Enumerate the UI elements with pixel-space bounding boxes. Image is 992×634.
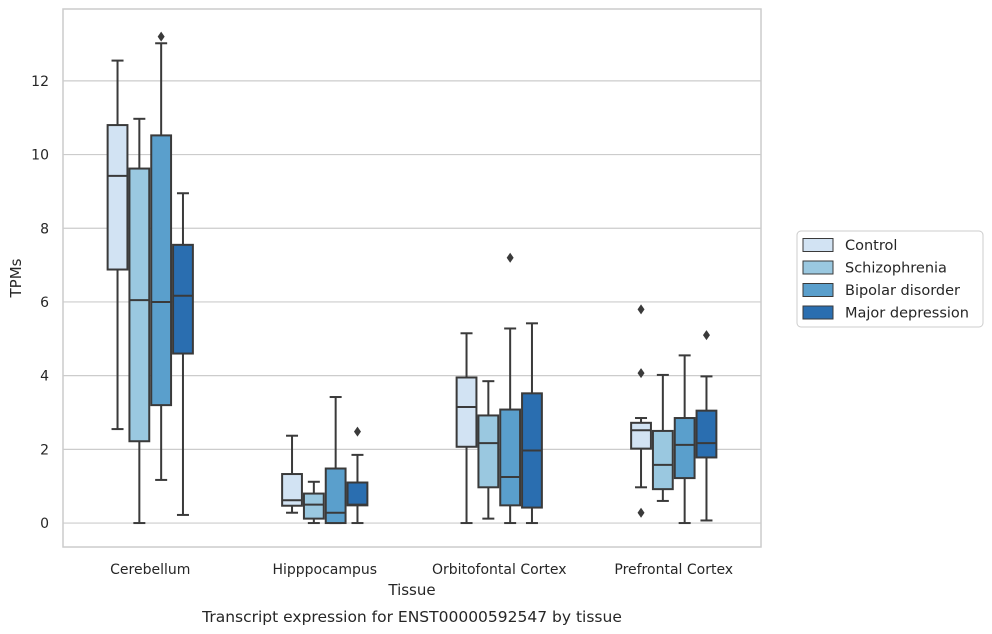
legend-label: Bipolar disorder [845,283,960,299]
x-tick-labels: Cerebellum Hipppocampus Orbitofontal Corte… [110,562,733,578]
y-axis-title: TPMs [7,258,25,298]
box [302,480,325,525]
outlier-point [702,330,710,341]
box [106,59,129,431]
y-tick-labels: 0 2 4 6 8 10 12 [31,74,49,532]
legend-label: Control [845,238,897,254]
box [499,252,522,525]
legend-label: Schizophrenia [845,261,947,277]
box-body [477,414,500,489]
box-body [106,124,129,271]
legend-label: Major depression [845,306,969,322]
legend-swatch [802,260,834,275]
outlier-point [506,252,514,263]
box-series [106,31,718,525]
x-tick-label: Cerebellum [110,562,190,578]
box-body [695,409,718,459]
box [346,426,369,525]
legend-swatch [802,283,834,297]
box [455,332,478,525]
series-schizophrenia [128,117,674,525]
y-tick-label: 4 [40,369,49,385]
series-control [106,59,652,525]
box [673,354,696,525]
box-body [172,243,194,355]
outlier-point [353,426,361,437]
box [128,117,151,525]
box-body [281,473,303,507]
outlier-point [637,507,645,518]
outlier-point [157,31,165,42]
y-tick-label: 6 [40,295,49,311]
box-body [346,481,369,507]
box [172,192,194,516]
y-tick-label: 10 [31,148,49,164]
y-tick-label: 8 [40,221,49,237]
legend-swatch [802,238,834,252]
x-axis-title: Tissue [387,581,435,599]
legend-swatch [802,305,834,320]
box-body [499,408,522,507]
outlier-point [637,304,645,315]
box [281,434,303,514]
x-tick-label: Orbitofontal Cortex [432,562,567,578]
box [324,396,347,525]
y-tick-label: 2 [40,442,49,458]
box [695,330,718,522]
outlier-point [637,368,645,379]
box-body [150,134,173,407]
y-tick-label: 0 [40,516,49,532]
box-body [302,492,325,520]
series-major-depression [172,192,718,525]
chart-caption: Transcript expression for ENST0000059254… [201,608,622,626]
box-body [673,417,696,480]
box [477,380,500,520]
box [521,322,543,525]
box [630,304,652,518]
box-body [455,376,478,448]
box-body [128,167,151,443]
box [651,373,674,502]
legend-frame [796,230,984,328]
box [150,31,173,481]
x-tick-label: Prefrontal Cortex [614,562,733,578]
series-bipolar-disorder [150,31,696,525]
x-tick-label: Hipppocampus [272,562,377,578]
legend: Control Schizophrenia Bipolar disorder Majo… [796,230,984,328]
box-body [324,467,347,525]
box-body [630,421,652,450]
box-body [651,429,674,491]
y-tick-label: 12 [31,74,49,90]
